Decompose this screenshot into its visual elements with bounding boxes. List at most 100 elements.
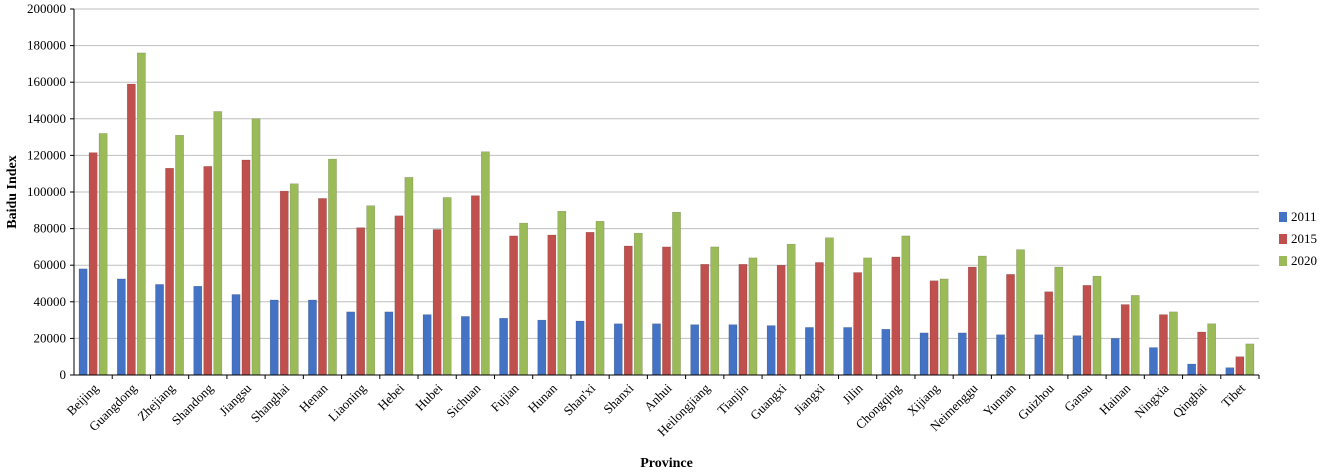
bar-2020-ningxia xyxy=(1169,311,1178,376)
bar-2020-jilin xyxy=(863,257,872,376)
bar-2015-shan-xi xyxy=(585,232,595,376)
bar-2020-tibet xyxy=(1245,343,1255,376)
bar-2015-sichuan xyxy=(471,195,480,376)
bar-2015-ningxia xyxy=(1159,314,1168,376)
bar-2011-heilongjiang xyxy=(690,324,700,376)
y-tick-label: 160000 xyxy=(27,74,66,89)
bar-2011-tianjin xyxy=(728,324,738,376)
bar-2011-shan-xi xyxy=(575,320,585,376)
bar-2015-neimenggu xyxy=(967,266,977,376)
legend-swatch-2015 xyxy=(1279,234,1287,244)
bar-2015-guangxi xyxy=(776,264,786,376)
bar-2015-zhejiang xyxy=(165,167,174,376)
bar-2015-tibet xyxy=(1235,356,1245,376)
bar-2020-shandong xyxy=(213,111,223,376)
y-tick-label: 0 xyxy=(60,367,67,382)
x-tick-label: Shandong xyxy=(169,380,217,428)
x-tick-label: Hubei xyxy=(412,380,445,413)
bar-2015-gansu xyxy=(1082,285,1092,376)
y-tick-label: 200000 xyxy=(27,1,66,16)
legend-label-2020: 2020 xyxy=(1291,253,1317,268)
x-tick-label: Guangxi xyxy=(747,380,790,423)
bar-2015-liaoning xyxy=(356,227,366,376)
x-tick-label: Hebei xyxy=(374,380,407,413)
legend-swatch-2011 xyxy=(1279,212,1287,222)
bar-2011-jilin xyxy=(843,327,852,376)
bar-2015-shanghai xyxy=(279,190,289,376)
bar-2011-hebei xyxy=(384,311,394,376)
bar-2020-anhui xyxy=(672,211,681,376)
bar-2015-guangdong xyxy=(126,83,136,376)
bar-2015-fujian xyxy=(509,235,518,376)
y-tick-label: 80000 xyxy=(34,221,67,236)
bar-2020-beijing xyxy=(98,133,108,376)
bar-2015-hebei xyxy=(394,215,404,376)
bar-2015-xijiang xyxy=(929,280,939,376)
x-tick-label: Hainan xyxy=(1096,380,1134,418)
x-tick-label: Anhui xyxy=(641,380,675,414)
bar-2020-chongqing xyxy=(901,235,911,376)
bar-2015-jiangsu xyxy=(241,159,251,376)
bar-2011-hainan xyxy=(1110,338,1120,376)
bar-2020-jiangxi xyxy=(825,237,834,376)
bar-2011-neimenggu xyxy=(957,332,967,376)
bar-2011-sichuan xyxy=(461,316,470,376)
bar-2020-fujian xyxy=(519,222,528,376)
bar-2020-shan-xi xyxy=(595,221,605,376)
bar-2015-beijing xyxy=(88,152,98,376)
bar-2011-guangdong xyxy=(116,278,126,376)
bar-2011-henan xyxy=(308,299,317,376)
bar-2015-tianjin xyxy=(738,264,748,376)
bar-2015-henan xyxy=(318,198,327,376)
bar-2020-xijiang xyxy=(939,278,949,376)
bar-2011-beijing xyxy=(78,268,88,376)
bar-2020-guizhou xyxy=(1054,266,1064,376)
bar-2020-qinghai xyxy=(1207,323,1217,376)
bar-2011-yunnan xyxy=(996,334,1005,376)
x-tick-label: Tianjin xyxy=(714,380,751,417)
bar-2011-guizhou xyxy=(1034,334,1044,376)
bar-2020-zhejiang xyxy=(175,135,184,376)
x-tick-label: Gansu xyxy=(1061,380,1095,414)
bar-2020-yunnan xyxy=(1016,249,1025,376)
bar-2020-shanghai xyxy=(289,183,299,376)
bar-2015-hunan xyxy=(547,234,557,376)
x-tick-label: Shan'xi xyxy=(560,380,598,418)
bar-2011-jiangsu xyxy=(231,294,241,376)
bar-2015-jilin xyxy=(853,272,862,376)
y-tick-label: 40000 xyxy=(34,294,67,309)
x-tick-label: Liaoning xyxy=(325,380,369,424)
legend-label-2015: 2015 xyxy=(1291,231,1317,246)
bar-2015-guizhou xyxy=(1044,291,1054,376)
bar-2015-heilongjiang xyxy=(700,264,710,376)
bar-2015-yunnan xyxy=(1006,274,1015,376)
bar-2020-hunan xyxy=(557,210,567,376)
bar-2020-guangdong xyxy=(136,52,146,376)
bar-2020-guangxi xyxy=(786,243,796,376)
x-tick-label: Guizhou xyxy=(1015,380,1058,423)
y-tick-label: 120000 xyxy=(27,147,66,162)
y-axis-ticks: 0 20000 40000 60000 80000 100000 120000 140000 1… xyxy=(27,1,74,382)
bar-2011-ningxia xyxy=(1149,347,1158,376)
bar-2020-heilongjiang xyxy=(710,246,720,376)
x-tick-label: Yunnan xyxy=(980,380,1019,419)
x-tick-label: Sichuan xyxy=(443,380,484,421)
y-tick-label: 180000 xyxy=(27,38,66,53)
y-axis-title: Baidu Index xyxy=(5,155,20,229)
bar-2015-jiangxi xyxy=(815,262,824,376)
bar-2011-chongqing xyxy=(881,329,891,376)
bar-2011-jiangxi xyxy=(805,327,814,376)
bar-2011-zhejiang xyxy=(155,284,164,376)
x-tick-label: Jiangxi xyxy=(790,380,827,417)
bar-2020-neimenggu xyxy=(977,255,987,376)
bar-2011-shandong xyxy=(193,285,203,376)
bar-2011-tibet xyxy=(1225,367,1235,376)
bar-2015-shandong xyxy=(203,166,213,376)
x-tick-label: Fujian xyxy=(488,380,522,414)
bar-2020-henan xyxy=(328,158,337,376)
bar-2020-tianjin xyxy=(748,257,758,376)
y-tick-label: 100000 xyxy=(27,184,66,199)
bars xyxy=(78,52,1255,376)
